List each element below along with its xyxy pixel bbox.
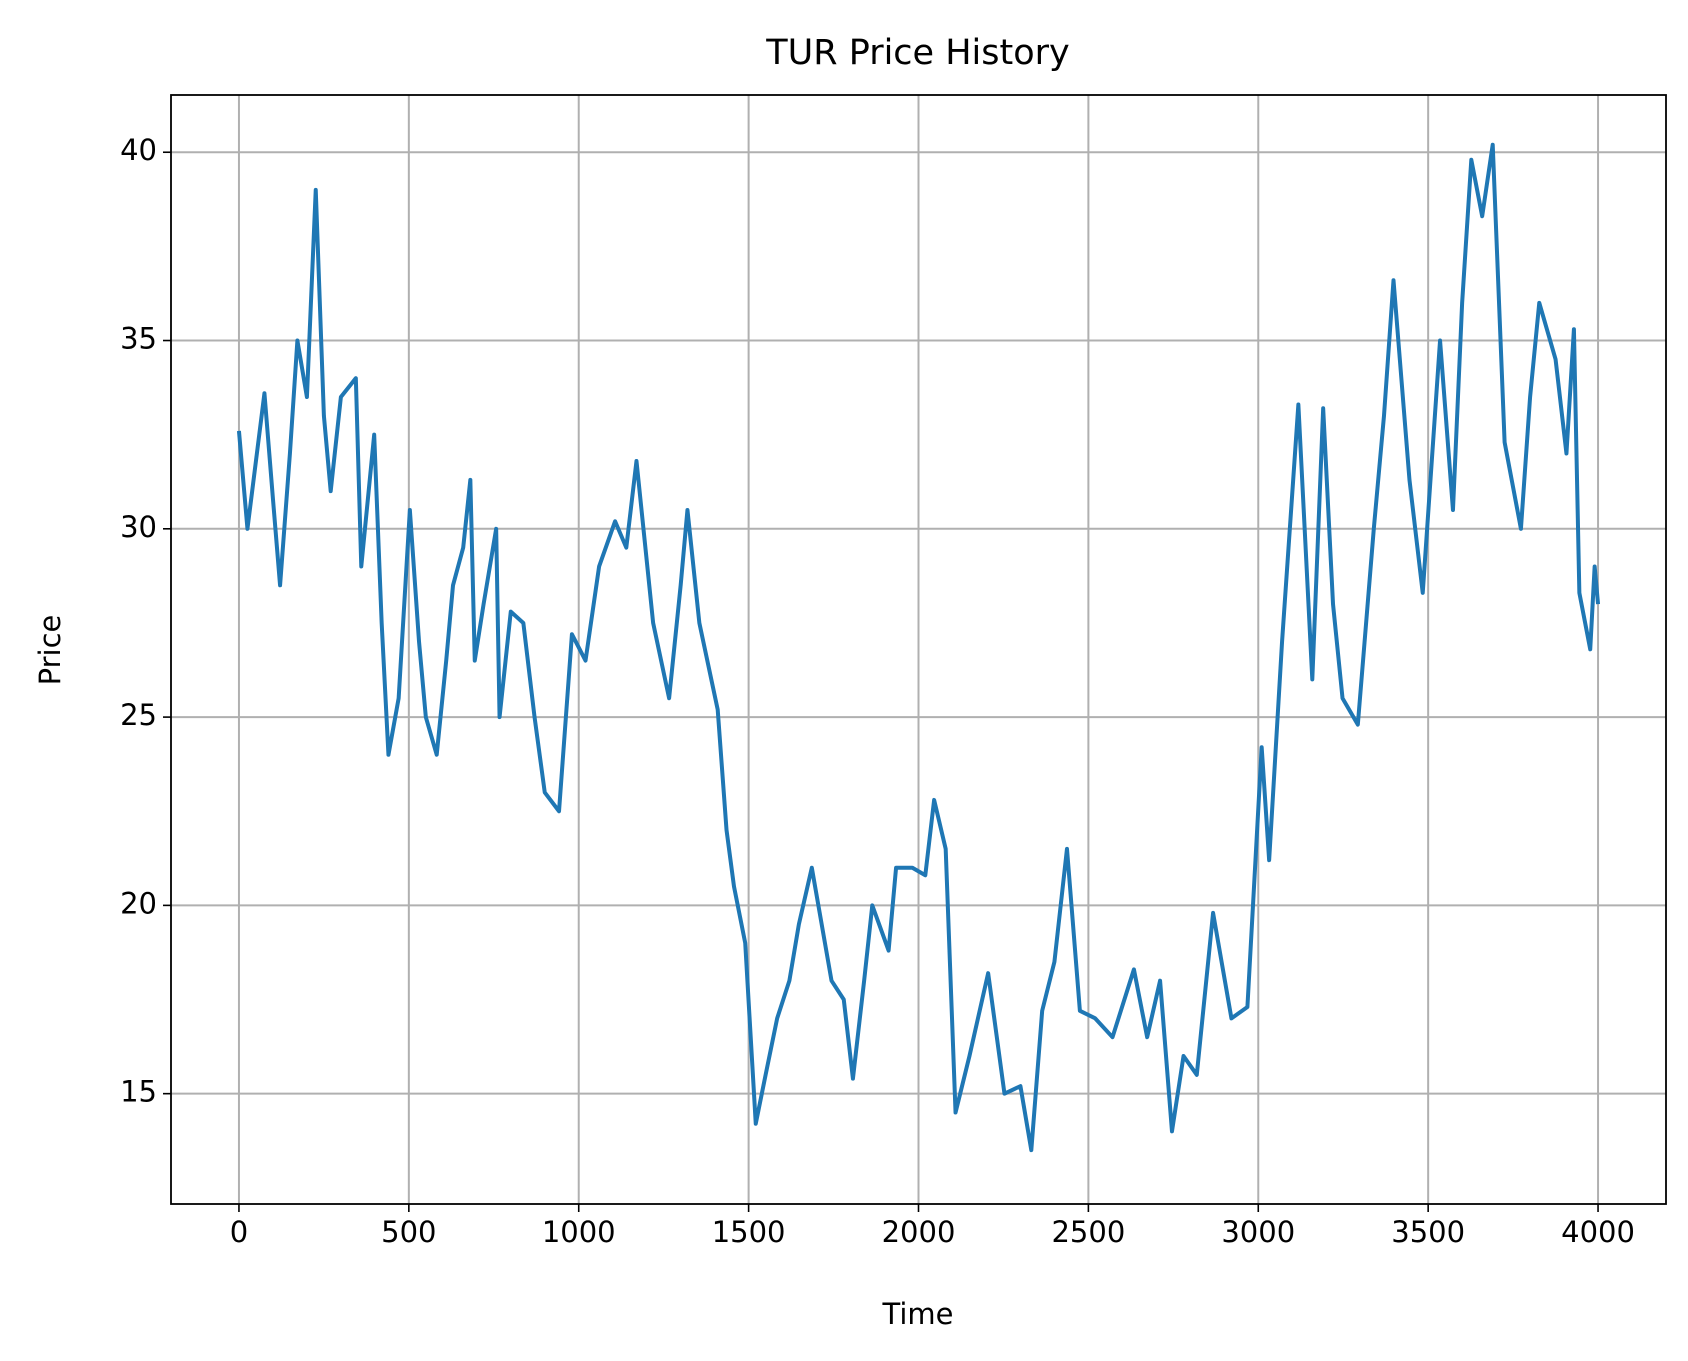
y-tick-label: 35 — [120, 322, 157, 356]
x-tick-label: 2000 — [882, 1215, 956, 1249]
x-tick-label: 0 — [230, 1215, 248, 1249]
x-tick-label: 500 — [381, 1215, 436, 1249]
x-tick-label: 1500 — [712, 1215, 786, 1249]
x-tick-label: 3500 — [1391, 1215, 1465, 1249]
plot-frame — [170, 94, 1667, 1205]
x-axis-label: Time — [882, 1297, 954, 1331]
y-tick-label: 25 — [120, 698, 157, 732]
y-tick-label: 40 — [120, 133, 157, 167]
x-tick-label: 1000 — [542, 1215, 616, 1249]
x-tick-label: 3000 — [1221, 1215, 1295, 1249]
y-axis-label: Price — [33, 615, 67, 686]
y-tick-label: 30 — [120, 510, 157, 544]
price-line — [236, 142, 1601, 1153]
chart-title: TUR Price History — [765, 33, 1069, 73]
y-tick-label: 15 — [120, 1075, 157, 1109]
x-tick-label: 2500 — [1051, 1215, 1125, 1249]
x-tick-label: 4000 — [1561, 1215, 1635, 1249]
y-tick-label: 20 — [120, 886, 157, 920]
